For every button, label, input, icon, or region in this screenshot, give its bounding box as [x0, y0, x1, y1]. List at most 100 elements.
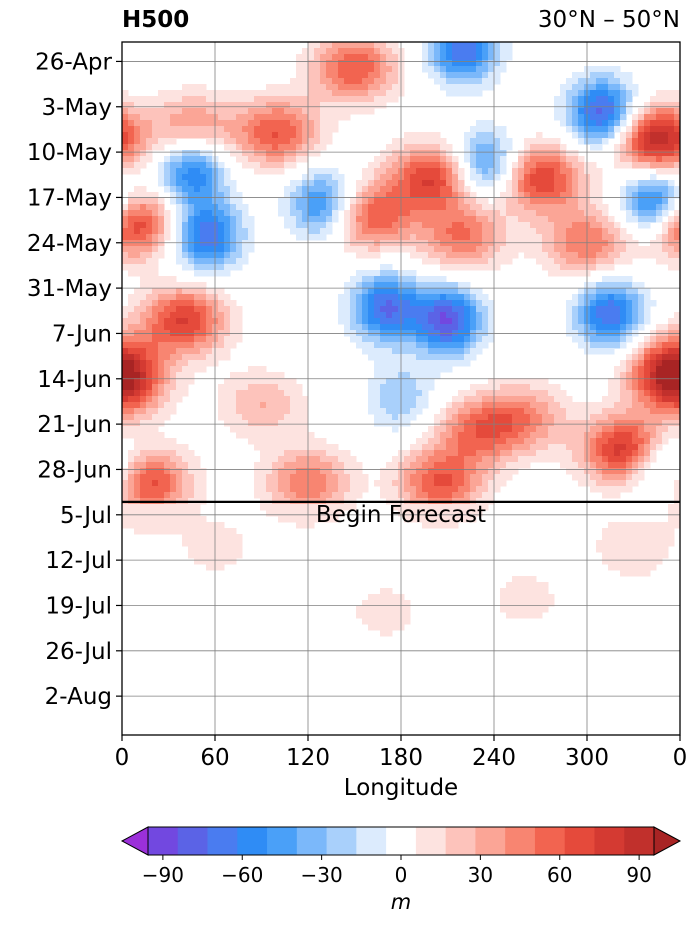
heat-cell: [452, 456, 459, 463]
heat-cell: [290, 384, 297, 391]
heat-cell: [446, 456, 453, 463]
heat-cell: [308, 216, 315, 223]
heat-cell: [650, 450, 657, 457]
heat-cell: [548, 390, 555, 397]
heat-cell: [272, 168, 279, 175]
heat-cell: [428, 54, 435, 61]
heat-cell: [464, 426, 471, 433]
heat-cell: [146, 366, 153, 373]
heat-cell: [536, 186, 543, 193]
heat-cell: [626, 138, 633, 145]
heat-cell: [434, 246, 441, 253]
heat-cell: [590, 186, 597, 193]
heat-cell: [380, 414, 387, 421]
heat-cell: [146, 336, 153, 343]
heat-cell: [566, 234, 573, 241]
heat-cell: [470, 354, 477, 361]
heat-cell: [254, 408, 261, 415]
heat-cell: [374, 216, 381, 223]
heat-cell: [284, 186, 291, 193]
heat-cell: [152, 468, 159, 475]
heat-cell: [128, 408, 135, 415]
heat-cell: [440, 306, 447, 313]
heat-cell: [206, 156, 213, 163]
heat-cell: [320, 144, 327, 151]
heat-cell: [224, 546, 231, 553]
heat-cell: [644, 348, 651, 355]
heat-cell: [302, 510, 309, 517]
heat-cell: [344, 72, 351, 79]
heat-cell: [578, 120, 585, 127]
heat-cell: [164, 516, 171, 523]
heat-cell: [548, 420, 555, 427]
heat-cell: [386, 312, 393, 319]
heat-cell: [662, 150, 669, 157]
heat-cell: [134, 372, 141, 379]
heat-cell: [206, 222, 213, 229]
heat-cell: [128, 492, 135, 499]
heat-cell: [326, 444, 333, 451]
heat-cell: [368, 192, 375, 199]
heat-cell: [380, 612, 387, 619]
heat-cell: [218, 258, 225, 265]
heat-cell: [284, 222, 291, 229]
heat-cell: [170, 294, 177, 301]
heat-cell: [596, 480, 603, 487]
heat-cell: [590, 174, 597, 181]
heat-cell: [182, 282, 189, 289]
heat-cell: [578, 162, 585, 169]
heat-cell: [596, 120, 603, 127]
heat-cell: [536, 198, 543, 205]
heat-cell: [278, 438, 285, 445]
heat-cell: [434, 150, 441, 157]
heat-cell: [620, 426, 627, 433]
heat-cell: [422, 438, 429, 445]
heat-cell: [428, 426, 435, 433]
heat-cell: [542, 150, 549, 157]
heat-cell: [338, 456, 345, 463]
heat-cell: [326, 192, 333, 199]
heat-cell: [230, 120, 237, 127]
heat-cell: [362, 192, 369, 199]
heat-cell: [254, 126, 261, 133]
heat-cell: [644, 306, 651, 313]
heat-cell: [266, 84, 273, 91]
heat-cell: [524, 246, 531, 253]
heat-cell: [602, 210, 609, 217]
heat-cell: [488, 60, 495, 67]
heat-cell: [410, 372, 417, 379]
heat-cell: [380, 216, 387, 223]
heat-cell: [146, 372, 153, 379]
heat-cell: [302, 504, 309, 511]
heat-cell: [314, 84, 321, 91]
heat-cell: [386, 210, 393, 217]
heat-cell: [548, 156, 555, 163]
heat-cell: [668, 390, 675, 397]
heat-cell: [626, 306, 633, 313]
heat-cell: [134, 300, 141, 307]
heat-cell: [416, 372, 423, 379]
heat-cell: [446, 414, 453, 421]
heat-cell: [524, 228, 531, 235]
heat-cell: [458, 186, 465, 193]
heat-cell: [122, 240, 129, 247]
heat-cell: [506, 138, 513, 145]
heat-cell: [218, 390, 225, 397]
heat-cell: [668, 522, 675, 529]
heat-cell: [296, 432, 303, 439]
heat-cell: [500, 408, 507, 415]
heat-cell: [350, 66, 357, 73]
heat-cell: [518, 240, 525, 247]
heat-cell: [500, 438, 507, 445]
heat-cell: [602, 426, 609, 433]
heat-cell: [182, 474, 189, 481]
heat-cell: [590, 204, 597, 211]
heat-cell: [284, 90, 291, 97]
heat-cell: [500, 48, 507, 55]
heat-cell: [488, 138, 495, 145]
heat-cell: [362, 168, 369, 175]
heat-cell: [530, 222, 537, 229]
heat-cell: [482, 126, 489, 133]
heat-cell: [506, 462, 513, 469]
heat-cell: [488, 420, 495, 427]
